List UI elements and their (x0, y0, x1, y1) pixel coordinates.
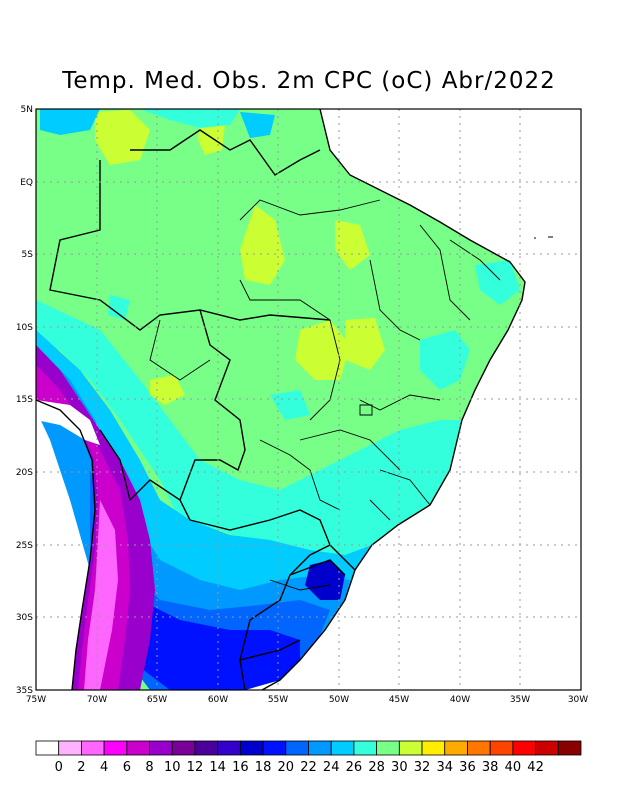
colorbar-label: 14 (209, 760, 226, 775)
political-borders (36, 109, 526, 690)
colorbar-label: 10 (164, 760, 181, 775)
y-label: 10S (16, 323, 33, 333)
colorbar-label: 30 (391, 760, 408, 775)
brazil-border (130, 129, 321, 176)
south-america-coastline (261, 109, 526, 690)
colorbar-label: 34 (436, 760, 453, 775)
y-axis: 5N EQ 5S 10S 15S 20S 25S 30S 35S (16, 105, 33, 696)
colorbar-swatch (149, 740, 173, 756)
x-label: 65W (147, 695, 167, 705)
colorbar-swatch (489, 740, 514, 756)
colorbar-label: 16 (232, 760, 249, 775)
colorbar-label: 22 (300, 760, 317, 775)
colorbar-swatch (353, 740, 378, 756)
colorbar-swatch (398, 740, 423, 756)
colorbar-label: 18 (255, 760, 272, 775)
colorbar-label: 32 (414, 760, 431, 775)
colorbar-swatch (239, 740, 264, 756)
y-label: 25S (16, 541, 33, 551)
colorbar-swatch (58, 740, 82, 756)
state-borders (149, 199, 501, 591)
x-label: 50W (329, 695, 349, 705)
x-label: 40W (450, 695, 470, 705)
y-label: 5N (21, 105, 33, 115)
colorbar-swatch (512, 740, 536, 756)
colorbar-label: 6 (123, 760, 131, 775)
y-label: 5S (22, 250, 34, 260)
colorbar-label: 20 (278, 760, 295, 775)
y-label: 20S (16, 468, 33, 478)
colorbar-label: 8 (145, 760, 153, 775)
colorbar-swatch (308, 740, 332, 756)
colorbar-label: 24 (323, 760, 340, 775)
x-label: 35W (510, 695, 530, 705)
colorbar-swatch (557, 740, 582, 756)
x-axis: 75W 70W 65W 60W 55W 50W 45W 40W 35W 30W (26, 695, 588, 705)
map-title: Temp. Med. Obs. 2m CPC (oC) Abr/2022 (62, 68, 556, 94)
y-label: 30S (16, 613, 33, 623)
colorbar-swatch (103, 740, 128, 756)
graticule (36, 109, 581, 690)
colorbar-swatch (376, 740, 400, 756)
colorbar-swatch (330, 740, 355, 756)
x-label: 30W (568, 695, 588, 705)
colorbar-swatch (35, 740, 60, 756)
colorbar-label: 38 (482, 760, 499, 775)
colorbar-label: 36 (459, 760, 476, 775)
colorbar-swatch (194, 740, 219, 756)
colorbar-swatch (467, 740, 491, 756)
colorbar-label: 28 (368, 760, 385, 775)
colorbar-label: 40 (505, 760, 522, 775)
colorbar-label: 4 (100, 760, 108, 775)
x-label: 55W (268, 695, 288, 705)
colorbar-label: 42 (527, 760, 544, 775)
colorbar-label: 2 (77, 760, 85, 775)
x-label: 60W (208, 695, 228, 705)
islands (534, 236, 553, 239)
colorbar-label: 12 (187, 760, 204, 775)
colorbar-swatch (171, 740, 196, 756)
y-label: 35S (16, 686, 33, 696)
map-field (36, 109, 525, 690)
x-label: 70W (87, 695, 107, 705)
colorbar-label: 26 (346, 760, 363, 775)
colorbar-swatch (262, 740, 287, 756)
colorbar: 0 2 4 6 8 10 12 14 16 18 20 22 24 26 28 30 32 34 36 38 40 42 (35, 740, 582, 775)
x-label: 75W (26, 695, 46, 705)
colorbar-swatch (421, 740, 446, 756)
colorbar-swatch (444, 740, 468, 756)
colorbar-swatch (217, 740, 241, 756)
colorbar-label: 0 (55, 760, 63, 775)
colorbar-swatch (285, 740, 309, 756)
y-label: 15S (16, 395, 33, 405)
y-label: EQ (20, 178, 33, 188)
colorbar-swatch (126, 740, 150, 756)
map-frame (35, 108, 582, 691)
x-label: 45W (389, 695, 409, 705)
colorbar-swatch (535, 740, 559, 756)
colorbar-swatch (81, 740, 105, 756)
